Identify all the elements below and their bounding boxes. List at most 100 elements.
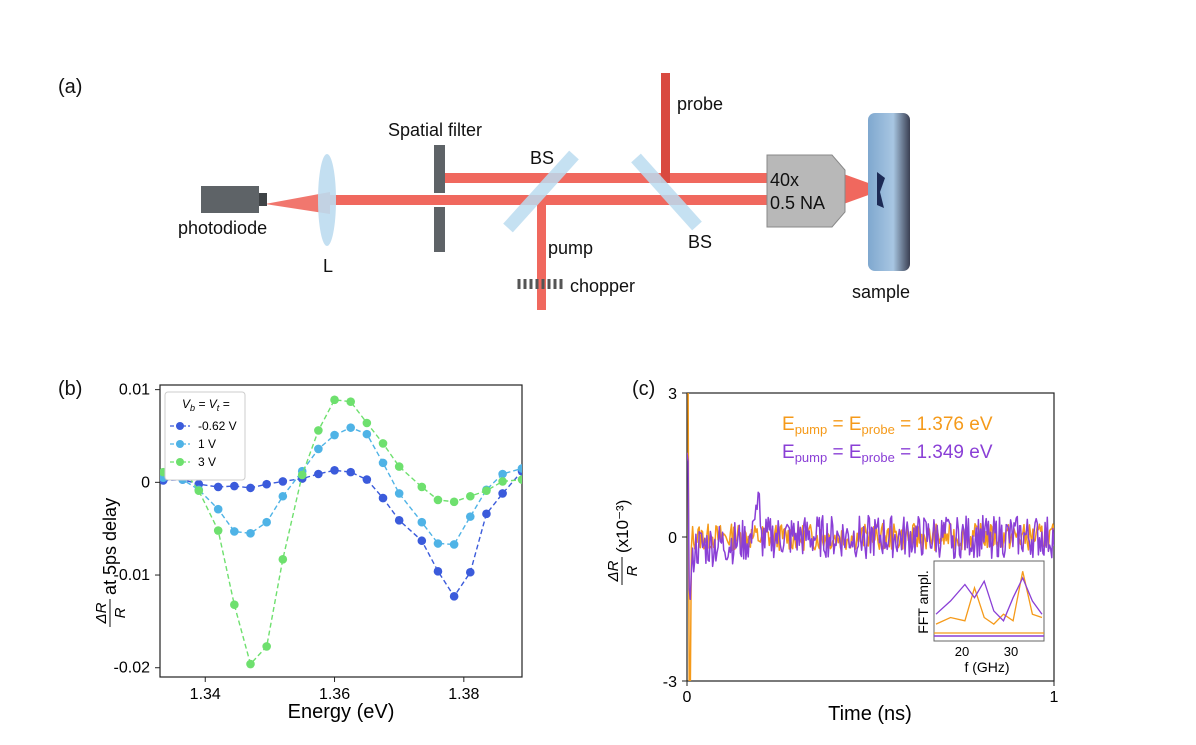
setup-diagram: [201, 73, 910, 310]
legend-label: 1 V: [198, 437, 216, 451]
chart-b-point: [230, 527, 239, 536]
focused-beam-to-sample: [838, 172, 885, 206]
beam-splitter-1: [503, 150, 579, 233]
sample-label: sample: [852, 282, 911, 302]
chart-b-point: [417, 536, 427, 546]
probe-beam-upper: [440, 173, 770, 183]
sample-flake: [877, 172, 885, 208]
objective-label-mag: 40x: [770, 170, 800, 190]
chart-b-point: [378, 493, 388, 503]
legend-box: [164, 391, 246, 481]
bs1-label: BS: [530, 148, 555, 168]
panel-b-label: (b): [58, 378, 83, 400]
chart-b-point: [498, 489, 507, 498]
inset-xtick-30: 30: [1004, 644, 1018, 659]
chart-b-point: [246, 659, 255, 669]
chart-b-point: [417, 517, 427, 527]
chart-b-point: [346, 467, 355, 477]
inset-series-line: [935, 576, 1043, 622]
chart-b-series-line: [163, 469, 522, 598]
chart-c: 0 130-3 Time (ns) ΔR R (x10⁻³) Epump = Ep…: [605, 386, 1059, 725]
chart-c-ytick-label: 3: [668, 386, 677, 403]
inset-ylabel: FFT ampl.: [915, 570, 931, 634]
chart-b-point: [330, 465, 339, 475]
chart-b-point: [394, 516, 404, 525]
spatial-filter-top: [434, 145, 445, 193]
chart-b-point: [378, 439, 388, 448]
probe-label: probe: [677, 94, 724, 114]
legend-title: Vb = Vt =: [182, 397, 230, 413]
chart-b-point: [278, 491, 288, 501]
chart-b-xtick-label: 1.34: [190, 686, 221, 703]
legend-marker: [176, 422, 184, 430]
legend-label: -0.62 V: [198, 419, 237, 433]
chart-b-point: [330, 395, 339, 405]
chart-c-ylabel: ΔR R (x10⁻³): [605, 500, 641, 585]
chart-b-ylabel-rest: at 5ps delay: [100, 498, 120, 595]
chart-b-point: [346, 397, 355, 406]
chart-b-xlabel: Energy (eV): [288, 701, 395, 723]
chart-b-point: [482, 509, 491, 519]
chart-c-xtick-label: 1: [1050, 689, 1059, 706]
chart-c-ytick-label: 0: [668, 530, 677, 547]
chart-b-point: [378, 458, 388, 468]
chart-b-point: [314, 444, 323, 454]
chart-b-point: [449, 497, 459, 507]
chart-b-ytick-label: -0.02: [114, 660, 151, 677]
legend-label: 3 V: [198, 455, 216, 469]
chart-b-point: [213, 526, 223, 535]
chart-b-point: [449, 540, 459, 549]
photodiode-body: [201, 186, 259, 213]
beam-splitter-2: [631, 153, 702, 231]
chart-b-point: [433, 495, 443, 505]
chart-b-point: [517, 464, 522, 473]
chopper-label: chopper: [570, 276, 636, 296]
chart-b-point: [498, 477, 507, 486]
pump-beam-vertical: [537, 195, 546, 310]
chart-c-ylabel-num: ΔR: [605, 560, 622, 582]
collimated-beam-lower: [330, 195, 770, 205]
chart-b-point: [262, 517, 271, 527]
chart-b-ylabel-den: R: [112, 607, 129, 618]
chart-b-xtick-label: 1.38: [448, 686, 479, 703]
chart-b-point: [297, 470, 307, 480]
probe-beam-vertical: [661, 73, 670, 183]
chart-b-point: [482, 486, 491, 495]
legend-marker: [176, 440, 184, 448]
chart-b-point: [417, 482, 427, 492]
chart-b-ylabel: ΔR R at 5ps delay: [93, 498, 129, 627]
chart-b-point: [230, 600, 239, 609]
chart-b-ytick-label: 0.01: [119, 382, 150, 399]
chart-b-point: [314, 469, 323, 479]
chart-b-point: [213, 504, 223, 514]
chart-b-point: [433, 539, 443, 548]
legend-marker: [176, 458, 184, 466]
photodiode-label: photodiode: [178, 218, 268, 238]
chart-b-point: [498, 469, 507, 479]
chart-b-xtick-label: 1.36: [319, 686, 350, 703]
chart-b-ylabel-num: ΔR: [93, 602, 110, 624]
chart-c-ylabel-den: R: [624, 565, 641, 576]
chart-b-point: [278, 477, 288, 486]
annotation-orange: Epump = Eprobe = 1.376 eV: [782, 414, 993, 437]
inset-xtick-20: 20: [955, 644, 969, 659]
objective-body: [766, 154, 846, 228]
chart-b-point: [362, 418, 372, 428]
chart-b: 1.34 1.36 1.380.010-0.01-0.02 Energy (eV) …: [93, 382, 523, 723]
chart-c-xtick-label: 0: [683, 689, 692, 706]
chart-c-series-line: [687, 452, 1054, 601]
lens-label: L: [323, 256, 334, 276]
chart-b-legend: Vb = Vt = -0.62 V 1 V 3 V: [164, 391, 246, 481]
chart-b-point: [246, 529, 255, 538]
chart-c-ylabel-rest: (x10⁻³): [613, 500, 632, 553]
chart-b-point: [194, 486, 204, 495]
objective-label-na: 0.5 NA: [770, 193, 826, 213]
chart-b-point: [262, 479, 271, 489]
chart-b-point: [278, 554, 288, 564]
focused-beam-to-photodiode: [265, 192, 330, 214]
chart-b-point: [213, 482, 223, 492]
spatial-filter-label: Spatial filter: [388, 120, 483, 140]
chart-c-xlabel: Time (ns): [828, 703, 912, 725]
chart-b-point: [394, 489, 404, 498]
chart-b-point: [246, 483, 255, 493]
